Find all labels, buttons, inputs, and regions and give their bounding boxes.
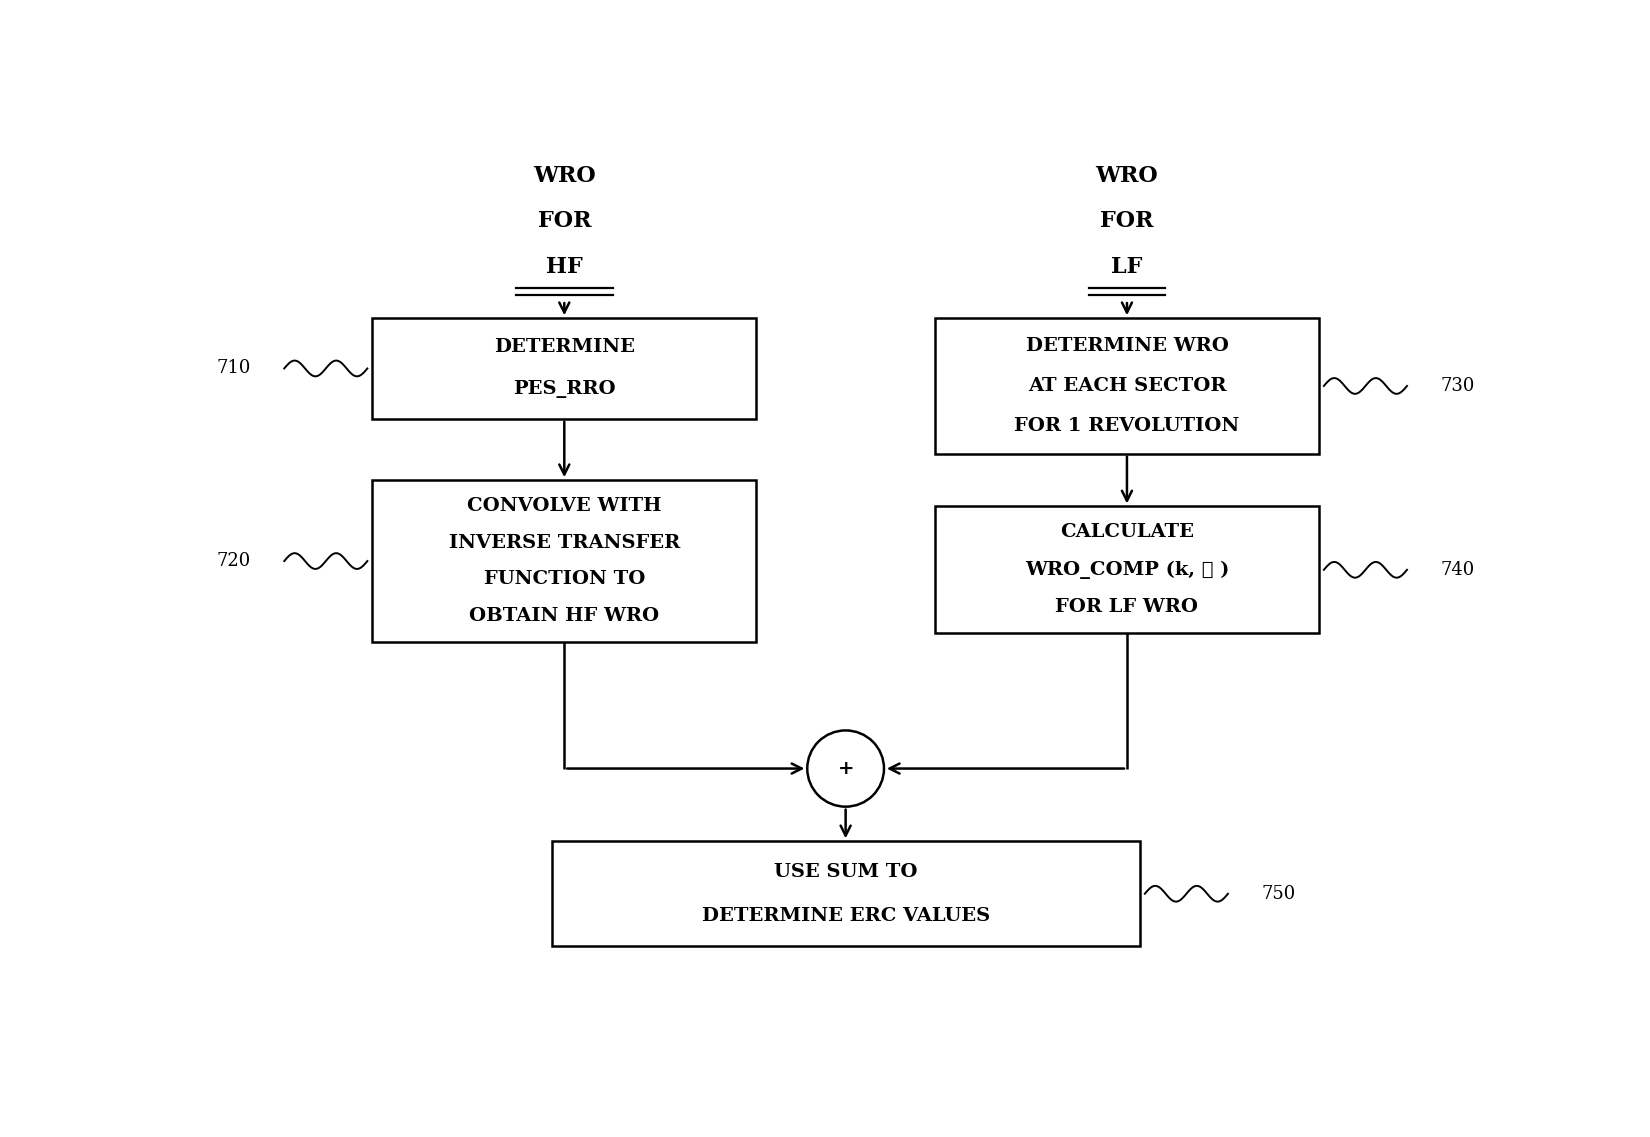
Text: HF: HF [546, 256, 582, 277]
Text: +: + [837, 760, 855, 778]
Text: INVERSE TRANSFER: INVERSE TRANSFER [449, 533, 680, 551]
Text: WRO: WRO [1096, 165, 1158, 186]
Text: PES_RRO: PES_RRO [513, 381, 615, 398]
Text: CONVOLVE WITH: CONVOLVE WITH [467, 497, 662, 515]
Text: AT EACH SECTOR: AT EACH SECTOR [1028, 377, 1226, 395]
Text: DETERMINE WRO: DETERMINE WRO [1026, 337, 1228, 355]
Text: OBTAIN HF WRO: OBTAIN HF WRO [469, 607, 660, 625]
FancyBboxPatch shape [936, 318, 1318, 454]
FancyBboxPatch shape [373, 318, 756, 418]
Text: DETERMINE: DETERMINE [493, 339, 635, 357]
Text: 720: 720 [216, 553, 251, 570]
Text: FUNCTION TO: FUNCTION TO [483, 571, 645, 589]
FancyBboxPatch shape [373, 480, 756, 642]
Text: FOR: FOR [1101, 210, 1153, 232]
FancyBboxPatch shape [551, 841, 1140, 946]
Text: FOR 1 REVOLUTION: FOR 1 REVOLUTION [1015, 417, 1239, 434]
Text: 730: 730 [1440, 377, 1475, 395]
Text: USE SUM TO: USE SUM TO [774, 863, 917, 881]
Text: 710: 710 [216, 359, 251, 377]
Text: 750: 750 [1261, 885, 1295, 903]
Text: LF: LF [1110, 256, 1143, 277]
Text: FOR: FOR [538, 210, 591, 232]
Text: WRO: WRO [533, 165, 596, 186]
Text: CALCULATE: CALCULATE [1059, 523, 1195, 541]
Text: 740: 740 [1440, 561, 1475, 579]
Text: DETERMINE ERC VALUES: DETERMINE ERC VALUES [701, 906, 990, 924]
Text: FOR LF WRO: FOR LF WRO [1056, 598, 1198, 616]
FancyBboxPatch shape [936, 506, 1318, 633]
Text: WRO_COMP (k, ℓ ): WRO_COMP (k, ℓ ) [1025, 561, 1229, 579]
